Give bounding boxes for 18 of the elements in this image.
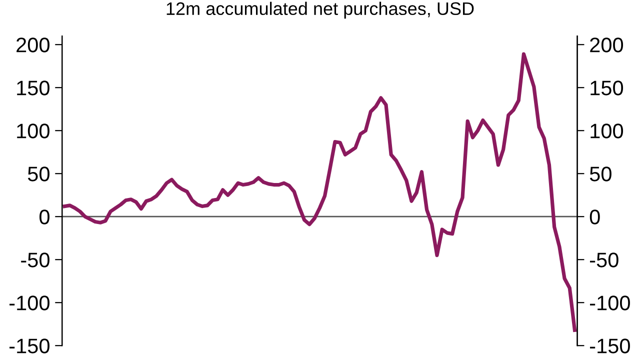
y-tick-label: 100 [17,124,50,138]
y2-tick-label: -100 [590,296,630,310]
y2-tick-label: 150 [590,80,624,96]
y2-tick-label: -50 [590,252,618,268]
y-tick-label: 0 [40,210,50,224]
y-tick-label: -150 [10,338,50,354]
y-tick-label: -50 [21,252,50,268]
y2-tick-label: 200 [590,38,624,52]
y2-tick-label: -150 [590,338,630,354]
y2-tick-label: 50 [590,166,612,182]
y-tick-label: 150 [17,80,50,96]
line-series [62,52,577,332]
y-tick-label: -100 [10,296,50,310]
y-tick-label: 50 [28,166,50,182]
y2-tick-label: 0 [590,210,600,224]
y2-tick-label: 100 [590,124,624,138]
chart-title: 12m accumulated net purchases, USD [166,2,474,19]
y-tick-label: 200 [16,38,50,52]
